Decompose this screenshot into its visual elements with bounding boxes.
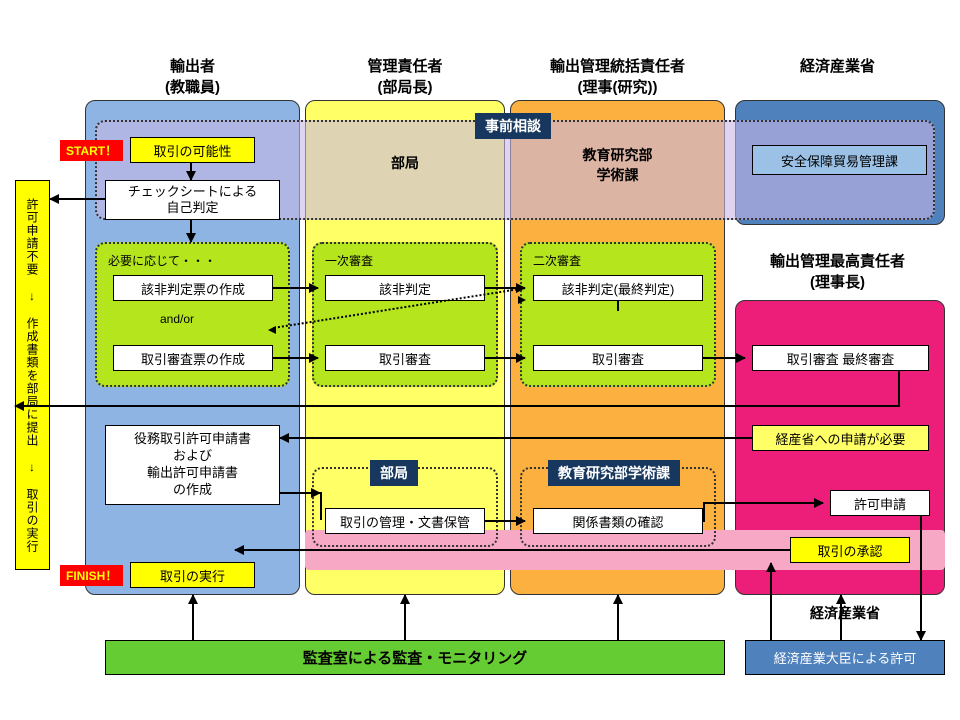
col4-title: 経済産業省 bbox=[735, 55, 940, 76]
permission-app-box: 許可申請 bbox=[830, 490, 930, 516]
gaihi-final-box: 該非判定(最終判定) bbox=[533, 275, 703, 301]
col3-sub: (理事(研究)) bbox=[510, 76, 725, 97]
meti-bottom-label: 経済産業省 bbox=[745, 603, 945, 623]
secondary-label: 二次審査 bbox=[533, 252, 581, 269]
security-box: 安全保障貿易管理課 bbox=[752, 145, 927, 175]
col2-sub: (部局長) bbox=[305, 76, 505, 97]
trade-audit2-box: 取引審査 bbox=[533, 345, 703, 371]
confirmation-box: 関係書類の確認 bbox=[533, 508, 703, 534]
bukyoku-label: 部局 bbox=[305, 153, 505, 173]
final-audit-box: 取引審査 最終審査 bbox=[752, 345, 929, 371]
andor-label: and/or bbox=[160, 312, 194, 326]
col5-sub: (理事長) bbox=[735, 271, 940, 292]
meti-permission-box: 経済産業大臣による許可 bbox=[745, 640, 945, 675]
gaihyo-create-box: 該非判定票の作成 bbox=[113, 275, 273, 301]
trade-audit-box: 取引審査 bbox=[325, 345, 485, 371]
checksheet-box: チェックシートによる 自己判定 bbox=[105, 180, 280, 220]
start-badge: START！ bbox=[60, 140, 123, 161]
management-box: 取引の管理・文書保管 bbox=[325, 508, 485, 534]
kyoiku-label: 教育研究部 学術課 bbox=[510, 145, 725, 185]
possibility-box: 取引の可能性 bbox=[130, 137, 255, 163]
sidebar-box: 許可申請不要 ↓ 作成書類を部局に提出 ↓ 取引の実行 bbox=[15, 180, 50, 570]
col2-title: 管理責任者 bbox=[305, 55, 505, 76]
finish-badge: FINISH！ bbox=[60, 565, 123, 586]
audit-create-box: 取引審査票の作成 bbox=[113, 345, 273, 371]
meti-app-box: 経産省への申請が必要 bbox=[752, 425, 929, 451]
necessity-label: 必要に応じて・・・ bbox=[108, 252, 216, 269]
consultation-badge: 事前相談 bbox=[475, 113, 551, 139]
col5-title: 輸出管理最高責任者 bbox=[735, 250, 940, 271]
bukyoku-badge: 部局 bbox=[370, 460, 418, 486]
kyoiku-badge: 教育研究部学術課 bbox=[548, 460, 680, 486]
monitoring-box: 監査室による監査・モニタリング bbox=[105, 640, 725, 675]
col1-title: 輸出者 bbox=[85, 55, 300, 76]
col1-sub: (教職員) bbox=[85, 76, 300, 97]
col3-title: 輸出管理統括責任者 bbox=[510, 55, 725, 76]
application-box: 役務取引許可申請書 および 輸出許可申請書 の作成 bbox=[105, 425, 280, 505]
approval-box: 取引の承認 bbox=[790, 537, 910, 563]
primary-label: 一次審査 bbox=[325, 252, 373, 269]
execution-box: 取引の実行 bbox=[130, 562, 255, 588]
